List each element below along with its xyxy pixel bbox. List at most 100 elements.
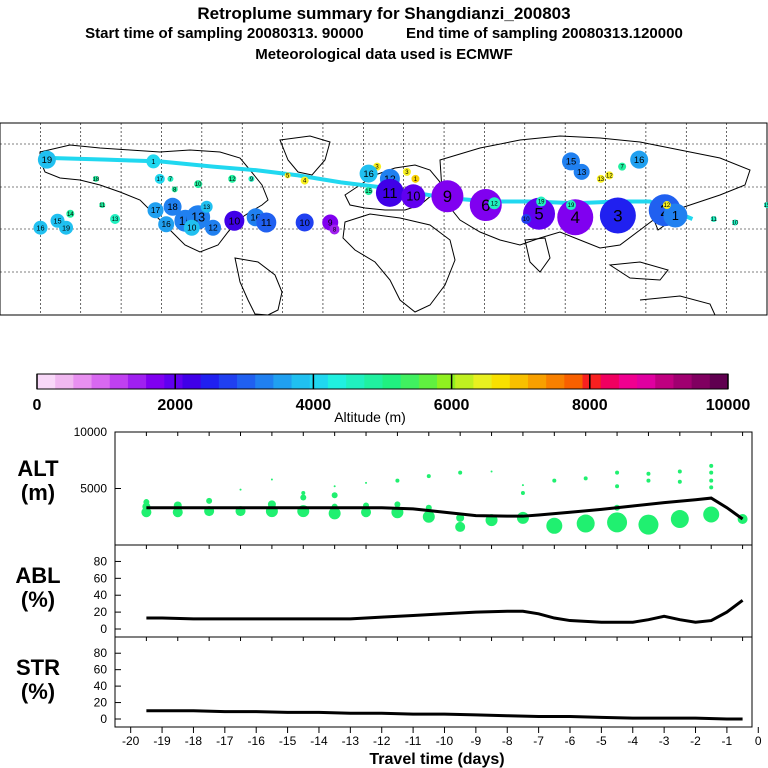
africa-outline — [342, 213, 456, 313]
colorbar-cell — [109, 374, 129, 389]
plume-marker: 10 — [521, 214, 532, 224]
plume-marker-circle — [146, 154, 161, 169]
plume-marker: 19 — [37, 150, 56, 169]
plume-marker-circle — [596, 174, 605, 183]
x-tick-label: -15 — [279, 734, 297, 748]
plume-marker: 19 — [59, 220, 74, 235]
start-time-label: Start time of sampling 20080313. 90000 — [85, 25, 364, 42]
plume-marker-label: 19 — [568, 203, 575, 209]
plume-marker: 9 — [431, 180, 464, 213]
altitude-bubble — [638, 514, 659, 535]
end-time-label: End time of sampling 20080313.120000 — [406, 25, 683, 42]
x-tick-label: -10 — [436, 734, 454, 748]
colorbar-cell — [709, 374, 729, 389]
plume-marker-label: 12 — [229, 177, 236, 183]
colorbar-cell — [237, 374, 256, 389]
plume-marker-label: 3 — [375, 165, 379, 171]
plume-marker-circle — [158, 216, 175, 233]
plume-marker: 11 — [711, 216, 718, 223]
plume-marker-circle — [764, 202, 768, 209]
panel-abl: 80 60 40 20 0 ABL(%) — [15, 544, 753, 638]
plume-marker-label: 11 — [261, 217, 272, 229]
x-tick-label: -3 — [659, 734, 670, 748]
plume-marker: 1 — [663, 203, 688, 228]
plume-marker: 16 — [33, 220, 48, 235]
colorbar-cell — [37, 374, 56, 389]
altitude-bubble — [703, 506, 720, 523]
greenland-outline — [279, 135, 331, 176]
plume-marker: 8 — [171, 186, 178, 193]
plume-marker: 11 — [375, 178, 404, 207]
x-tick-label: -12 — [373, 734, 391, 748]
colorbar-cell — [637, 374, 656, 389]
plume-marker-label: 14 — [67, 212, 74, 218]
colorbar-cell — [309, 374, 329, 389]
asia-outline — [439, 135, 751, 249]
plume-marker-label: 9 — [328, 217, 333, 227]
altitude-bubble — [709, 470, 714, 475]
altitude-bubble — [328, 507, 341, 520]
colorbar-cells — [37, 374, 729, 389]
plume-marker-circle — [521, 214, 532, 224]
panel-frame — [114, 544, 753, 638]
colorbar-tick-label: 6000 — [434, 397, 470, 414]
panel-ylabel-line1: ABL — [15, 563, 60, 588]
plume-marker-label: 9 — [250, 177, 254, 183]
panel-ylabel-line1: ALT — [17, 456, 59, 481]
plume-marker-label: 18 — [93, 177, 100, 183]
plume-marker: 11 — [99, 202, 106, 209]
x-tick-label: -6 — [565, 734, 576, 748]
colorbar: 0 2000 4000 6000 8000 10000 Altitude (m) — [33, 373, 750, 425]
plume-marker-label: 16 — [162, 219, 172, 229]
plume-marker-circle — [573, 163, 590, 180]
x-tick-label: -7 — [533, 734, 544, 748]
altitude-bubble — [615, 470, 620, 475]
colorbar-ticks: 0 2000 4000 6000 8000 10000 — [33, 374, 750, 414]
altitude-bubble — [516, 511, 529, 524]
colorbar-tick-label: 4000 — [296, 397, 332, 414]
median-altitude-line — [146, 496, 744, 521]
x-axis: -20 -19 -18 -17 -16 -15 -14 -13 -12 -11 -10 -9 -8 -7-… — [122, 727, 762, 748]
colorbar-cell — [327, 374, 347, 389]
plume-marker-circle — [154, 173, 165, 184]
x-tick-label: 0 — [755, 734, 762, 748]
x-tick-label: -8 — [502, 734, 513, 748]
y-tick-label: 20 — [94, 605, 108, 619]
plume-marker-label: 12 — [491, 200, 499, 207]
plume-marker: 12 — [605, 171, 614, 179]
colorbar-cell — [473, 374, 493, 389]
colorbar-cell — [182, 374, 202, 389]
altitude-bubble — [670, 510, 689, 529]
plume-marker-label: 19 — [62, 223, 70, 232]
colorbar-cell — [146, 374, 165, 389]
plume-marker-label: 13 — [112, 217, 119, 223]
plume-marker-circle — [561, 152, 580, 171]
altitude-bubble — [300, 494, 307, 501]
colorbar-cell — [291, 374, 311, 389]
plume-marker: 5 — [284, 172, 291, 179]
plume-marker-label: 4 — [571, 208, 580, 227]
y-tick-label: 80 — [94, 554, 108, 568]
colorbar-cell — [255, 374, 274, 389]
plume-marker-circle — [630, 150, 649, 169]
plume-marker-circle — [147, 202, 164, 219]
colorbar-cell — [382, 374, 402, 389]
series-line — [146, 709, 743, 721]
colorbar-cell — [55, 374, 74, 389]
plume-marker: 18 — [163, 197, 182, 216]
altitude-bubble — [458, 470, 463, 475]
colorbar-tick-label: 8000 — [572, 397, 608, 414]
plume-marker-label: 19 — [538, 200, 545, 206]
altitude-bubble — [490, 470, 493, 473]
plume-marker-label: 10 — [732, 221, 739, 227]
plume-marker-label: 8 — [333, 228, 337, 234]
plume-marker-circle — [66, 209, 75, 218]
world-map: 1913316121110965432111101516131918171114… — [0, 122, 768, 316]
plume-marker-label: 1 — [151, 157, 155, 166]
plume-marker: 10 — [183, 219, 200, 236]
plume-marker-label: 3 — [613, 206, 622, 225]
plume-marker-label: 1 — [672, 209, 679, 223]
altitude-bubble — [520, 491, 525, 496]
x-tick-label: -13 — [342, 734, 360, 748]
y-tick-label: 60 — [94, 571, 108, 585]
